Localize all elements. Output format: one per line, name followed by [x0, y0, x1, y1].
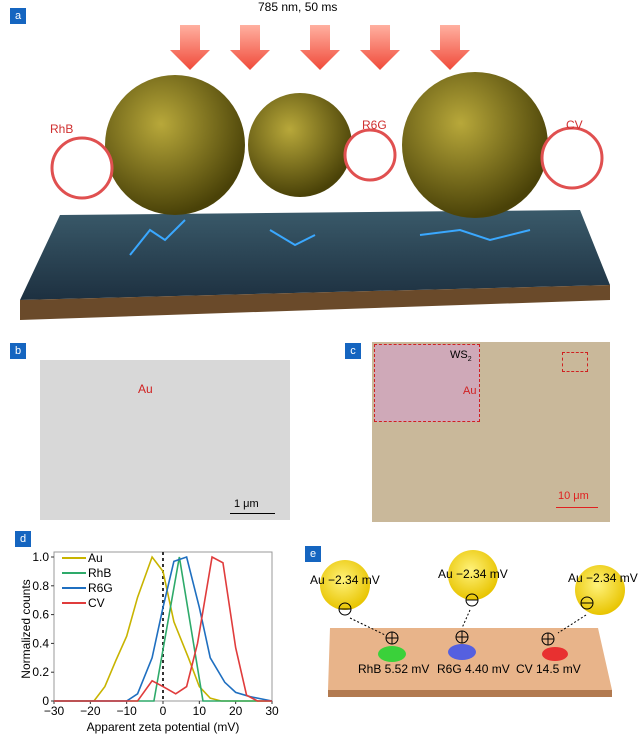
legend-label: CV — [88, 596, 105, 610]
panel-e-diagram: Au −2.34 mV Au −2.34 mV Au −2.34 mV RhB … — [310, 550, 638, 697]
x-tick-label: −10 — [116, 704, 137, 718]
scale-bar — [556, 507, 598, 508]
y-axis-label: Normalized counts — [19, 579, 33, 678]
panel-a-illustration — [20, 0, 620, 335]
legend-label: Au — [88, 551, 103, 565]
cv-molecule-bubble — [540, 126, 604, 190]
au-inset-label: Au — [463, 385, 477, 397]
rhb-zeta-label: RhB 5.52 mV — [358, 662, 429, 676]
substrate — [328, 628, 612, 690]
series-line-cv — [54, 555, 272, 702]
x-tick-label: 20 — [229, 704, 243, 718]
au-annotation: Au — [138, 382, 153, 396]
au-label: Au −2.34 mV — [438, 567, 508, 581]
cv-dye — [542, 647, 568, 661]
ws2-sheet — [20, 210, 610, 300]
x-tick-label: −20 — [80, 704, 101, 718]
y-tick-label: 1.0 — [32, 550, 49, 564]
rhb-dye — [378, 646, 406, 662]
au-nanoparticle — [105, 75, 245, 215]
substrate — [20, 285, 610, 320]
au-nanoparticle — [248, 93, 352, 197]
y-tick-label: 0.4 — [32, 636, 49, 650]
x-axis-label: Apparent zeta potential (mV) — [87, 720, 240, 734]
panel-label-c: c — [345, 343, 361, 359]
y-tick-label: 0 — [42, 694, 49, 708]
x-tick-label: 0 — [160, 704, 167, 718]
y-tick-label: 0.6 — [32, 608, 49, 622]
x-tick-label: −30 — [44, 704, 65, 718]
hot-spot-streaks — [129, 219, 531, 256]
scale-bar — [230, 513, 275, 514]
ws2-label: WS — [450, 349, 468, 361]
scale-bar-label: 10 μm — [558, 490, 589, 502]
panel-label-b: b — [10, 343, 26, 359]
scale-bar-label: 1 μm — [234, 498, 259, 510]
charge-symbols — [338, 593, 594, 646]
laser-label: 785 nm, 50 ms — [258, 0, 338, 14]
au-nanoparticle — [402, 72, 548, 218]
inset: WS2 Au — [374, 344, 480, 422]
r6g-dye — [448, 644, 476, 660]
r6g-label: R6G — [362, 118, 387, 132]
zeta-chart: −30 −20 −10 0 10 20 30 0 0.2 0.4 0.6 0.8 1.0 Apparent… — [19, 550, 279, 734]
series-line-au — [54, 555, 272, 702]
r6g-zeta-label: R6G 4.40 mV — [437, 662, 510, 676]
cv-zeta-label: CV 14.5 mV — [516, 662, 581, 676]
x-tick-label: 30 — [265, 704, 279, 718]
r6g-molecule-bubble — [343, 128, 397, 182]
panel-a-svg — [20, 25, 610, 320]
legend-label: R6G — [88, 581, 113, 595]
optical-image: WS2 Au 10 μm — [372, 342, 610, 522]
panel-label-e: e — [305, 546, 321, 562]
rhb-molecule-bubble — [50, 136, 114, 200]
au-particle — [320, 560, 370, 610]
panel-label-a: a — [10, 8, 26, 24]
rhb-label: RhB — [50, 122, 74, 136]
au-label: Au −2.34 mV — [568, 571, 638, 585]
y-tick-label: 0.2 — [32, 665, 49, 679]
panel-label-d: d — [15, 531, 31, 547]
y-tick-label: 0.8 — [32, 579, 49, 593]
laser-arrows — [170, 25, 470, 70]
au-label: Au −2.34 mV — [310, 573, 380, 587]
legend-label: RhB — [88, 566, 111, 580]
zoom-region — [562, 352, 588, 372]
sem-image: Au 1 μm — [40, 360, 290, 520]
series-line-r6g — [54, 555, 273, 702]
cv-label: CV — [566, 118, 583, 132]
x-tick-label: 10 — [193, 704, 207, 718]
au-particle — [448, 550, 498, 600]
ws2-subscript: 2 — [467, 356, 472, 364]
interaction-arrows — [349, 609, 587, 636]
